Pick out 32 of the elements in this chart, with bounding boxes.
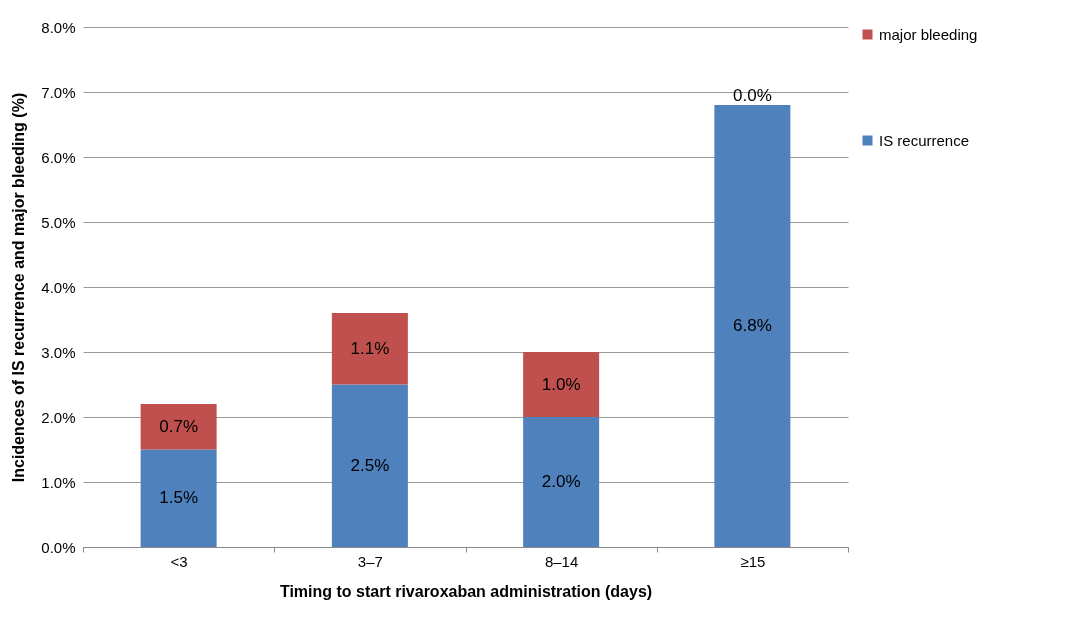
bar [714, 105, 791, 547]
x-tick-label: ≥15 [740, 552, 766, 570]
data-label: 1.0% [541, 374, 581, 394]
y-tick-label: 1.0% [41, 473, 76, 491]
bar [331, 384, 408, 547]
y-tick-label: 6.0% [41, 148, 76, 166]
data-label: 6.8% [733, 316, 772, 335]
data-label: 2.5% [350, 455, 390, 475]
y-tick-label: 7.0% [41, 83, 76, 101]
bar [523, 352, 600, 417]
y-tick-label: 3.0% [41, 343, 76, 361]
data-label: 0.7% [159, 416, 198, 436]
legend-label: major bleeding [879, 25, 978, 43]
y-tick-label: 2.0% [41, 408, 76, 426]
y-axis-title: Incidences of IS recurrence and major bleeding (%) [10, 92, 28, 483]
data-label: 2.0% [541, 472, 581, 491]
bar [140, 449, 217, 547]
y-tick-label: 0.0% [41, 538, 76, 556]
x-tick-label: <3 [170, 552, 188, 570]
x-tick-label: 3–7 [357, 552, 383, 570]
y-tick-label: 8.0% [41, 18, 76, 36]
y-tick-label: 4.0% [41, 278, 76, 296]
data-label: 0.0% [733, 86, 772, 105]
legend-label: IS recurrence [879, 131, 970, 149]
y-tick-label: 5.0% [41, 213, 76, 231]
data-label: 1.1% [350, 338, 390, 358]
bar [331, 313, 408, 385]
x-tick-label: 8–14 [544, 552, 579, 570]
bar [140, 404, 217, 450]
x-axis-title: Timing to start rivaroxaban administration (days) [279, 582, 653, 600]
bar [523, 417, 600, 547]
data-label: 1.5% [159, 488, 198, 508]
